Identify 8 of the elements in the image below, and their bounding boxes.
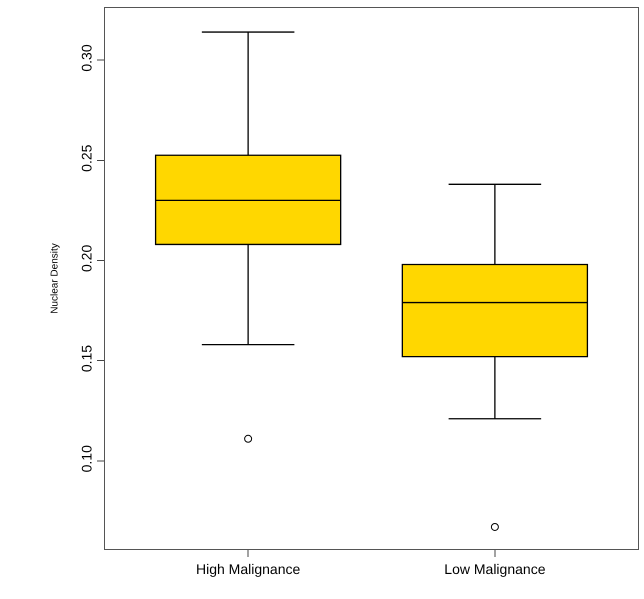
- y-tick-label: 0.25: [78, 144, 94, 172]
- y-tick-label: 0.30: [78, 44, 94, 72]
- x-tick-label: High Malignance: [196, 560, 300, 577]
- y-tick-label: 0.10: [78, 444, 94, 472]
- x-tick-label: Low Malignance: [444, 560, 546, 577]
- y-axis-title: Nuclear Density: [49, 243, 60, 314]
- y-tick-label: 0.20: [78, 244, 94, 272]
- y-tick-label: 0.15: [78, 344, 94, 372]
